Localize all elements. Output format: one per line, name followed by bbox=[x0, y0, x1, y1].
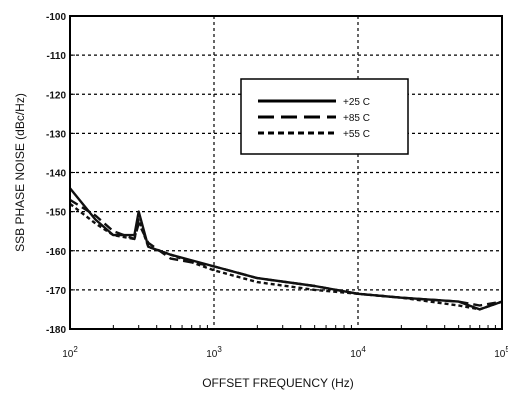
tick-labels: -100 -110 -120 -130 -140 -150 -160 -170 -180 102 1… bbox=[46, 12, 508, 360]
y-tick-label: -100 bbox=[46, 12, 66, 23]
x-tick-label: 105 bbox=[494, 345, 508, 360]
y-tick-label: -120 bbox=[46, 90, 66, 101]
series-line bbox=[69, 198, 503, 307]
x-tick-label: 102 bbox=[62, 345, 78, 360]
legend-label: +25 C bbox=[343, 97, 370, 108]
x-tick-label: 104 bbox=[350, 345, 366, 360]
data-series bbox=[69, 187, 503, 311]
y-tick-label: -130 bbox=[46, 129, 66, 140]
y-tick-label: -180 bbox=[46, 325, 66, 336]
y-tick-label: -170 bbox=[46, 286, 66, 297]
y-tick-label: -160 bbox=[46, 247, 66, 258]
x-axis-label: OFFSET FREQUENCY (Hz) bbox=[202, 376, 354, 390]
x-tick-label: 103 bbox=[206, 345, 222, 360]
y-tick-label: -150 bbox=[46, 208, 66, 219]
y-tick-label: -110 bbox=[47, 51, 67, 62]
legend: +25 C +85 C +55 C bbox=[240, 78, 409, 155]
legend-box bbox=[240, 78, 409, 155]
plot-frame bbox=[69, 15, 503, 330]
series-line bbox=[69, 202, 503, 311]
y-tick-label: -140 bbox=[46, 169, 66, 180]
y-axis-label: SSB PHASE NOISE (dBc/Hz) bbox=[13, 93, 27, 252]
series-line bbox=[69, 187, 503, 311]
legend-label: +85 C bbox=[343, 113, 370, 124]
legend-label: +55 C bbox=[343, 129, 370, 140]
